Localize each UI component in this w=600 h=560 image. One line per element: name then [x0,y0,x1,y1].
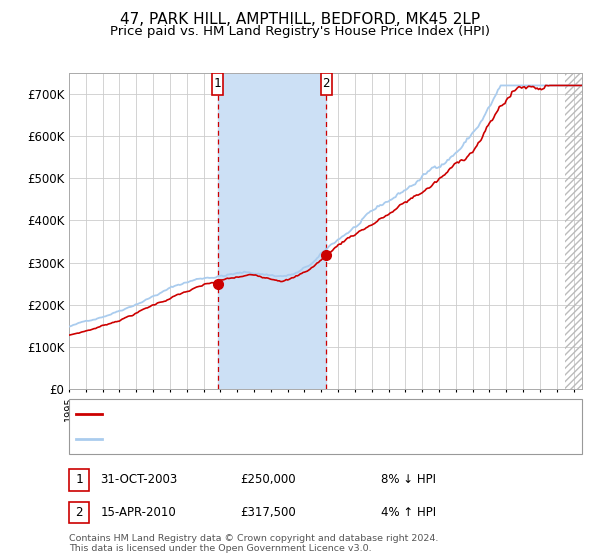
Bar [218,73,326,389]
Text: 8% ↓ HPI: 8% ↓ HPI [381,473,436,487]
Text: Contains HM Land Registry data © Crown copyright and database right 2024.
This d: Contains HM Land Registry data © Crown c… [69,534,439,553]
Text: 2: 2 [322,77,330,90]
Text: £250,000: £250,000 [240,473,296,487]
Text: 47, PARK HILL, AMPTHILL, BEDFORD, MK45 2LP (detached house): 47, PARK HILL, AMPTHILL, BEDFORD, MK45 2… [106,409,470,419]
Text: 47, PARK HILL, AMPTHILL, BEDFORD, MK45 2LP: 47, PARK HILL, AMPTHILL, BEDFORD, MK45 2… [120,12,480,27]
Bar [565,73,582,389]
Text: HPI: Average price, detached house, Central Bedfordshire: HPI: Average price, detached house, Cent… [106,435,428,444]
FancyBboxPatch shape [212,73,223,95]
Text: £317,500: £317,500 [240,506,296,519]
Text: Price paid vs. HM Land Registry's House Price Index (HPI): Price paid vs. HM Land Registry's House … [110,25,490,38]
Text: 2: 2 [76,506,83,519]
Text: 15-APR-2010: 15-APR-2010 [100,506,176,519]
FancyBboxPatch shape [320,73,332,95]
Text: 1: 1 [214,77,221,90]
Text: 31-OCT-2003: 31-OCT-2003 [100,473,178,487]
Text: 4% ↑ HPI: 4% ↑ HPI [381,506,436,519]
Text: 1: 1 [76,473,83,487]
